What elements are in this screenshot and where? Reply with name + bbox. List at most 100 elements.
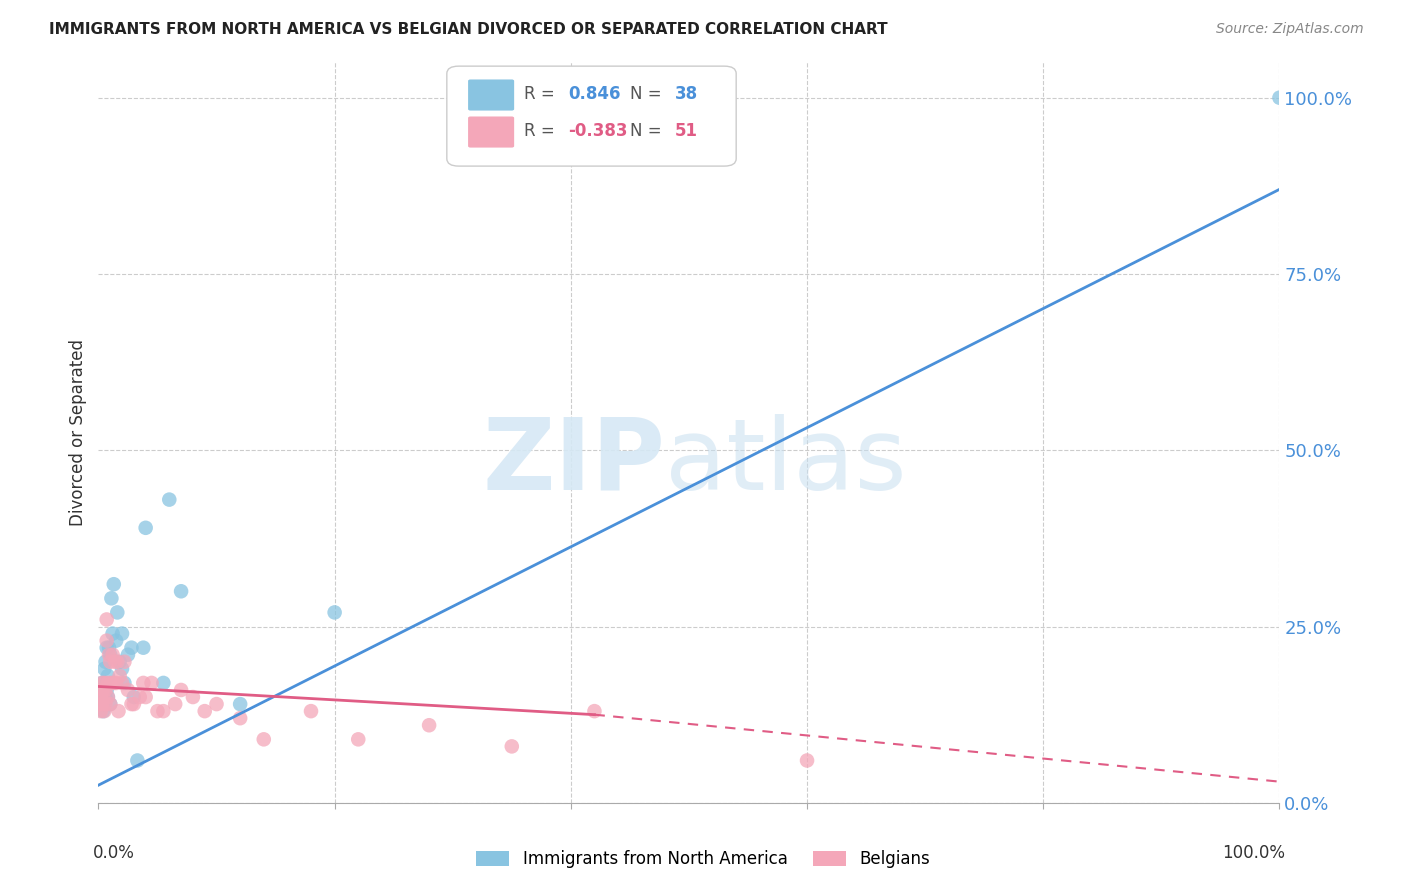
Y-axis label: Divorced or Separated: Divorced or Separated (69, 339, 87, 526)
Point (128, 690, 150, 704)
Text: Source: ZipAtlas.com: Source: ZipAtlas.com (1216, 22, 1364, 37)
Point (229, 697, 252, 711)
Text: R =: R = (523, 122, 560, 140)
Point (111, 662, 134, 676)
Point (135, 521, 157, 535)
Point (170, 584, 193, 599)
Point (347, 732, 370, 747)
Point (98, 648, 121, 662)
Point (181, 690, 204, 704)
Text: IMMIGRANTS FROM NORTH AMERICA VS BELGIAN DIVORCED OR SEPARATED CORRELATION CHART: IMMIGRANTS FROM NORTH AMERICA VS BELGIAN… (49, 22, 887, 37)
Point (98, 697, 121, 711)
Point (107, 704, 129, 718)
Point (93, 662, 115, 676)
Point (127, 754, 149, 768)
Point (93, 676, 115, 690)
Point (229, 711, 252, 725)
Point (94, 697, 117, 711)
Point (253, 732, 276, 747)
Text: 51: 51 (675, 122, 697, 140)
Point (135, 690, 157, 704)
Legend: Immigrants from North America, Belgians: Immigrants from North America, Belgians (470, 844, 936, 875)
Point (91, 676, 114, 690)
Point (105, 633, 128, 648)
Point (96, 633, 118, 648)
FancyBboxPatch shape (447, 66, 737, 166)
Point (94, 690, 117, 704)
FancyBboxPatch shape (468, 117, 515, 147)
Text: -0.383: -0.383 (568, 122, 628, 140)
Point (90, 704, 112, 718)
Point (141, 676, 163, 690)
Text: 38: 38 (675, 86, 697, 103)
Text: R =: R = (523, 86, 560, 103)
Point (90, 697, 112, 711)
Text: 0.0%: 0.0% (93, 844, 135, 862)
Point (98, 697, 121, 711)
Point (132, 640, 155, 655)
Point (501, 739, 523, 754)
Point (91, 704, 114, 718)
Point (101, 648, 124, 662)
Point (96, 640, 118, 655)
Point (157, 492, 180, 507)
Point (97, 676, 120, 690)
Point (122, 697, 145, 711)
Point (91, 683, 114, 698)
Point (94, 683, 117, 698)
Point (111, 626, 134, 640)
Point (583, 704, 606, 718)
Point (97, 690, 120, 704)
Point (96, 683, 118, 698)
Point (105, 655, 128, 669)
Point (105, 676, 128, 690)
Point (90, 690, 112, 704)
Point (112, 676, 135, 690)
Point (91, 676, 114, 690)
Point (152, 704, 174, 718)
Text: N =: N = (630, 122, 666, 140)
Point (121, 697, 143, 711)
Text: ZIP: ZIP (482, 414, 665, 511)
Point (108, 655, 131, 669)
Point (98, 655, 121, 669)
Point (117, 683, 139, 698)
Point (98, 640, 121, 655)
Point (91, 697, 114, 711)
Point (103, 676, 125, 690)
Point (104, 655, 127, 669)
Point (91, 683, 114, 698)
Point (111, 676, 134, 690)
Point (1268, 91, 1291, 105)
Point (101, 626, 124, 640)
Point (194, 704, 217, 718)
Text: 100.0%: 100.0% (1222, 844, 1285, 862)
Text: atlas: atlas (665, 414, 907, 511)
Point (98, 648, 121, 662)
Point (100, 591, 122, 606)
Point (103, 577, 125, 591)
Point (323, 606, 346, 620)
Point (299, 704, 322, 718)
Point (122, 690, 145, 704)
Point (89, 697, 111, 711)
Point (152, 676, 174, 690)
Point (108, 669, 131, 683)
Text: N =: N = (630, 86, 666, 103)
Point (121, 640, 143, 655)
Point (91, 690, 114, 704)
Point (165, 697, 187, 711)
Point (94, 655, 117, 669)
Point (93, 676, 115, 690)
Point (418, 718, 440, 732)
Point (93, 697, 115, 711)
Point (170, 683, 193, 698)
Point (91, 683, 114, 698)
Point (205, 697, 228, 711)
Point (132, 676, 155, 690)
Point (796, 754, 818, 768)
Point (100, 676, 122, 690)
Point (117, 648, 139, 662)
Point (96, 612, 118, 626)
Point (97, 690, 120, 704)
